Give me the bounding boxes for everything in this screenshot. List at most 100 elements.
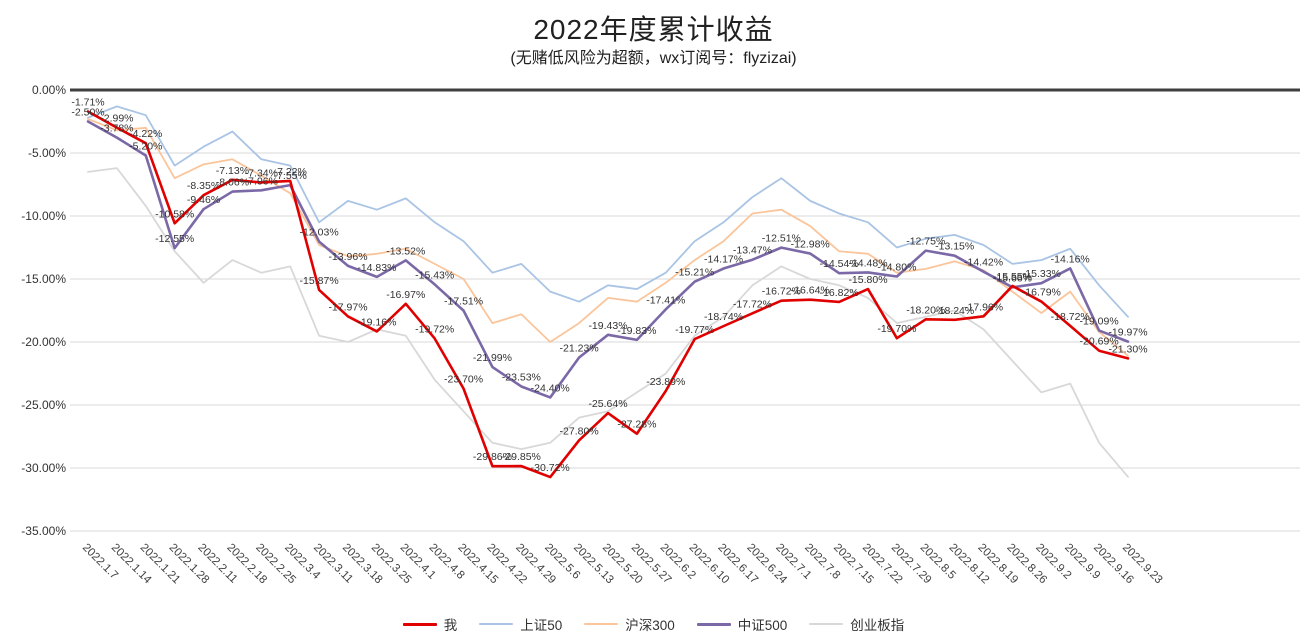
data-label-me: -17.72%	[733, 298, 772, 310]
data-label-zz500: -12.98%	[791, 239, 830, 251]
y-tick-label: -30.00%	[21, 461, 66, 475]
series-line-zz500	[86, 120, 1130, 399]
data-label-zz500: -13.52%	[386, 245, 425, 257]
legend-label-sse50: 上证50	[520, 618, 563, 633]
series-line-sse50	[87, 105, 1129, 318]
data-label-me: -18.20%	[906, 304, 945, 316]
series-line-me	[86, 110, 1130, 479]
data-label-zz500: -14.48%	[848, 257, 887, 269]
legend-item-zz500: 中证500	[696, 614, 787, 634]
data-label-zz500: -14.17%	[704, 254, 743, 266]
data-label-zz500: -12.51%	[762, 233, 801, 245]
data-label-me: -19.70%	[877, 323, 916, 335]
data-label-zz500: -14.83%	[357, 262, 396, 274]
data-label-me: -4.22%	[129, 128, 162, 140]
data-label-zz500: -9.46%	[187, 194, 220, 206]
legend-label-me: 我	[443, 618, 458, 633]
data-label-me: -7.22%	[274, 166, 307, 178]
y-tick-label: -5.00%	[28, 146, 66, 160]
y-tick-label: -10.00%	[21, 209, 66, 223]
data-label-zz500: -5.20%	[129, 141, 162, 153]
data-label-zz500: -12.75%	[906, 236, 945, 248]
chart-title: 2022年度累计收益	[533, 14, 774, 45]
legend-swatch-sse50	[479, 623, 514, 625]
legend-swatch-zz500	[696, 622, 731, 626]
legend-swatch-hs300	[584, 623, 619, 625]
data-label-zz500: -14.80%	[877, 261, 916, 273]
data-label-zz500: -17.51%	[444, 296, 483, 308]
y-tick-label: -35.00%	[21, 524, 66, 538]
data-label-me: -21.30%	[1108, 343, 1147, 355]
data-label-me: -19.72%	[415, 323, 454, 335]
legend-item-me: 我	[402, 614, 458, 634]
legend-item-hs300: 沪深300	[584, 614, 675, 634]
data-label-me: -17.97%	[328, 301, 367, 313]
data-label-zz500: -13.96%	[328, 251, 367, 263]
data-label-me: -15.87%	[300, 275, 339, 287]
data-label-me: -10.58%	[155, 208, 194, 220]
data-label-zz500: -15.66%	[993, 272, 1032, 284]
data-label-me: -19.16%	[357, 316, 396, 328]
data-label-me: -20.69%	[1080, 336, 1119, 348]
data-label-me: -25.64%	[588, 398, 627, 410]
data-label-me: -30.72%	[531, 462, 570, 474]
data-label-me: -15.80%	[848, 274, 887, 286]
legend-swatch-me	[402, 622, 437, 626]
data-label-zz500: -19.83%	[617, 325, 656, 337]
data-label-me: -16.72%	[762, 286, 801, 298]
data-label-me: -23.89%	[646, 376, 685, 388]
data-label-zz500: -2.50%	[71, 107, 104, 119]
data-label-zz500: -17.41%	[646, 294, 685, 306]
data-label-me: -23.70%	[444, 374, 483, 386]
data-label-zz500: -13.47%	[733, 245, 772, 257]
series-line-cyb	[87, 167, 1129, 478]
data-label-me: -1.71%	[71, 97, 104, 109]
data-label-zz500: -7.96%	[245, 175, 278, 187]
chart-subtitle: (无赌低风险为超额，wx订阅号：flyzizai)	[510, 50, 797, 67]
legend-swatch-cyb	[809, 623, 844, 625]
data-label-zz500: -8.06%	[216, 177, 249, 189]
data-label-me: -8.35%	[187, 180, 220, 192]
data-label-me: -27.28%	[617, 419, 656, 431]
legend-label-hs300: 沪深300	[625, 618, 675, 633]
y-tick-label: -15.00%	[21, 272, 66, 286]
data-label-zz500: -14.42%	[964, 257, 1003, 269]
data-label-zz500: -13.15%	[935, 241, 974, 253]
legend-item-sse50: 上证50	[479, 614, 562, 634]
y-tick-label: 0.00%	[32, 83, 66, 97]
data-label-me: -16.79%	[1022, 287, 1061, 299]
data-label-me: -19.77%	[675, 324, 714, 336]
data-label-me: -18.72%	[1051, 311, 1090, 323]
data-label-zz500: -21.23%	[560, 342, 599, 354]
chart-legend: 我 上证50 沪深300 中证500 创业板指	[0, 614, 1307, 634]
data-label-zz500: -3.78%	[100, 123, 133, 135]
data-label-me: -18.74%	[704, 311, 743, 323]
data-label-me: -16.82%	[820, 287, 859, 299]
data-label-zz500: -19.97%	[1108, 327, 1147, 339]
data-label-zz500: -15.21%	[675, 267, 714, 279]
data-label-zz500: -19.43%	[588, 320, 627, 332]
data-label-me: -2.99%	[100, 113, 133, 125]
data-label-zz500: -12.55%	[155, 233, 194, 245]
data-label-me: -17.96%	[964, 301, 1003, 313]
data-label-zz500: -14.16%	[1051, 253, 1090, 265]
series-line-hs300	[87, 118, 1129, 357]
data-label-me: -16.64%	[791, 285, 830, 297]
data-label-zz500: -23.53%	[502, 371, 541, 383]
data-label-zz500: -15.43%	[415, 269, 454, 281]
data-label-me: -15.55%	[993, 271, 1032, 283]
data-label-me: -29.86%	[473, 451, 512, 463]
data-label-zz500: -24.40%	[531, 382, 570, 394]
data-label-zz500: -7.55%	[274, 170, 307, 182]
data-label-zz500: -12.03%	[300, 227, 339, 239]
data-label-me: -7.13%	[216, 165, 249, 177]
data-label-me: -16.97%	[386, 289, 425, 301]
data-label-me: -18.24%	[935, 305, 974, 317]
data-label-zz500: -21.99%	[473, 352, 512, 364]
data-label-zz500: -14.54%	[820, 258, 859, 270]
data-label-me: -27.80%	[560, 425, 599, 437]
data-label-me: -7.34%	[245, 167, 278, 179]
data-label-zz500: -15.33%	[1022, 268, 1061, 280]
line-chart: 0.00% -5.00% -10.00% -15.00% -20.00% -25.00% -…	[21, 83, 1300, 587]
legend-label-cyb: 创业板指	[850, 618, 905, 633]
